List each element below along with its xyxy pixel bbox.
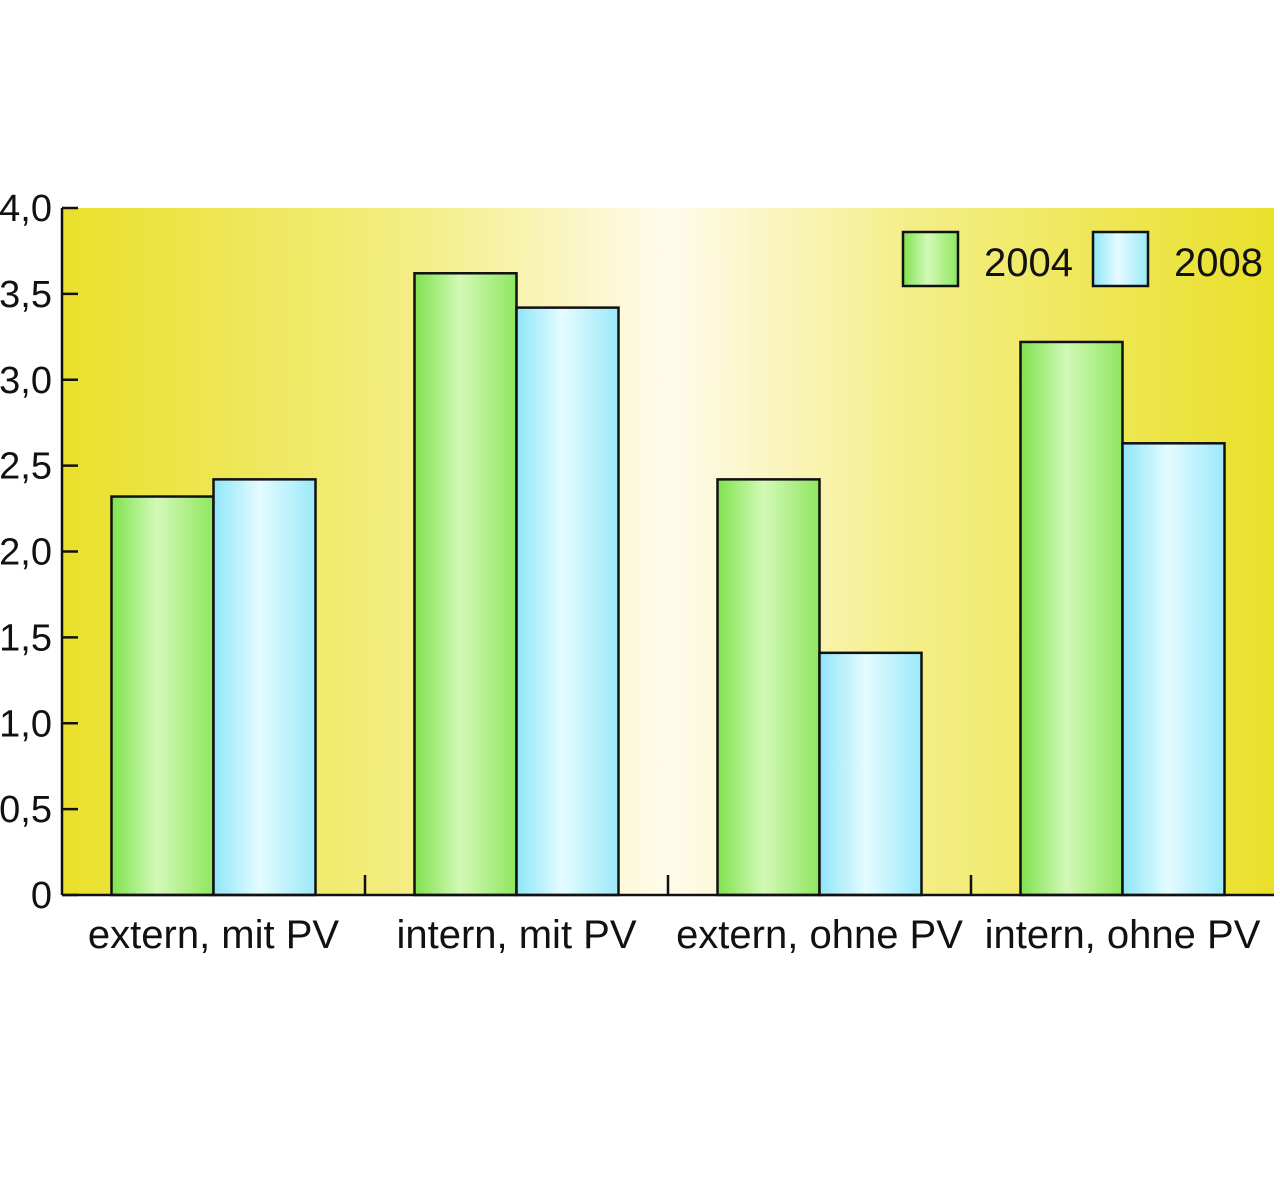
x-tick-label: extern, ohne PV — [676, 913, 963, 957]
legend: 2004 2008 — [901, 230, 1263, 288]
y-tick-label: 0 — [31, 875, 52, 917]
y-tick-label: 1,0 — [0, 703, 52, 745]
y-axis-ticks: 0 0,5 1,0 1,5 2,0 2,5 3,0 3,5 4,0 — [0, 188, 78, 917]
bar-2004-cat-3 — [1019, 340, 1124, 897]
y-tick-label: 1,5 — [0, 617, 52, 659]
bar-2008-cat-2 — [818, 651, 923, 897]
legend-label-2004: 2004 — [984, 241, 1073, 285]
x-tick-label: extern, mit PV — [88, 913, 340, 957]
y-tick-label: 2,5 — [0, 446, 52, 488]
y-tick-label: 3,0 — [0, 360, 52, 402]
x-tick-label: intern, mit PV — [396, 913, 636, 957]
bar-2008-cat-3 — [1121, 442, 1226, 897]
legend-swatch-2008 — [1091, 230, 1150, 288]
bar-2004-cat-0 — [110, 495, 215, 897]
bar-2004-cat-1 — [413, 272, 518, 897]
bar-2008-cat-0 — [212, 478, 317, 897]
bar-2008-cat-1 — [515, 306, 620, 897]
y-tick-label: 3,5 — [0, 274, 52, 316]
y-tick-label: 2,0 — [0, 532, 52, 574]
bars-group — [110, 272, 1226, 897]
bar-2004-cat-2 — [716, 478, 821, 897]
y-tick-label: 4,0 — [0, 188, 52, 230]
legend-swatch-2004 — [901, 230, 960, 288]
y-tick-label: 0,5 — [0, 789, 52, 831]
legend-label-2008: 2008 — [1174, 241, 1263, 285]
x-axis-ticks: extern, mit PV intern, mit PV extern, ohne… — [88, 875, 1261, 957]
x-tick-label: intern, ohne PV — [985, 913, 1261, 957]
